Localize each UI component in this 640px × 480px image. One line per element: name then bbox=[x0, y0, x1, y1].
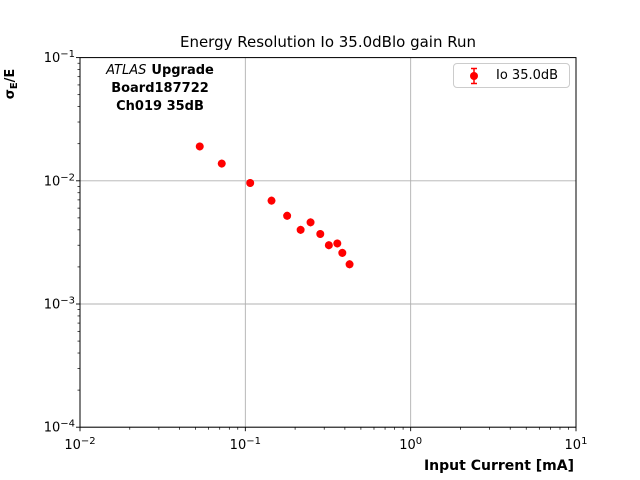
data-point bbox=[246, 178, 255, 187]
tick-label-layer: 10−2 10−1 100 101 10−1 10−2 10−3 10−4 bbox=[44, 49, 588, 453]
y-axis-label-sigma: σ bbox=[3, 89, 18, 99]
data-point bbox=[333, 239, 342, 248]
y-tick-label: 10−2 bbox=[44, 172, 75, 189]
annotation-line-3: Ch019 35dB bbox=[116, 99, 204, 114]
legend-box: Io 35.0dB bbox=[453, 63, 570, 88]
data-point bbox=[217, 159, 226, 168]
data-point bbox=[306, 218, 315, 227]
x-tick-label: 10−1 bbox=[230, 436, 261, 453]
data-point bbox=[267, 196, 276, 205]
x-tick-label: 10−2 bbox=[64, 436, 95, 453]
data-point bbox=[316, 229, 325, 238]
x-axis-label: Input Current [mA] bbox=[424, 458, 574, 474]
data-point bbox=[338, 248, 347, 257]
y-tick-label: 10−1 bbox=[44, 49, 75, 66]
data-point bbox=[296, 225, 305, 234]
annotation-box: ATLAS Upgrade Board187722 Ch019 35dB bbox=[90, 62, 230, 116]
legend-label: Io 35.0dB bbox=[496, 68, 559, 83]
data-point bbox=[345, 260, 354, 269]
x-tick-label: 100 bbox=[399, 436, 422, 453]
annotation-upgrade: Upgrade bbox=[151, 63, 214, 78]
annotation-line-2: Board187722 bbox=[111, 81, 209, 96]
annotation-atlas: ATLAS bbox=[106, 63, 147, 78]
y-tick-label: 10−3 bbox=[44, 296, 75, 313]
plot-title: Energy Resolution Io 35.0dBlo gain Run bbox=[180, 33, 476, 51]
y-axis-label-subscript: E bbox=[9, 82, 20, 89]
data-point bbox=[195, 142, 204, 151]
data-point bbox=[283, 211, 292, 220]
x-tick-label: 101 bbox=[565, 436, 588, 453]
axes-frame bbox=[79, 57, 577, 428]
legend-errorbar-icon bbox=[470, 67, 478, 84]
y-tick-label: 10−4 bbox=[44, 419, 75, 436]
annotation-line-1: ATLAS Upgrade bbox=[90, 62, 230, 80]
data-points-layer bbox=[195, 142, 354, 269]
data-point bbox=[324, 241, 333, 250]
y-axis-label: σE/E bbox=[3, 69, 20, 100]
y-axis-label-rest: /E bbox=[3, 69, 18, 83]
